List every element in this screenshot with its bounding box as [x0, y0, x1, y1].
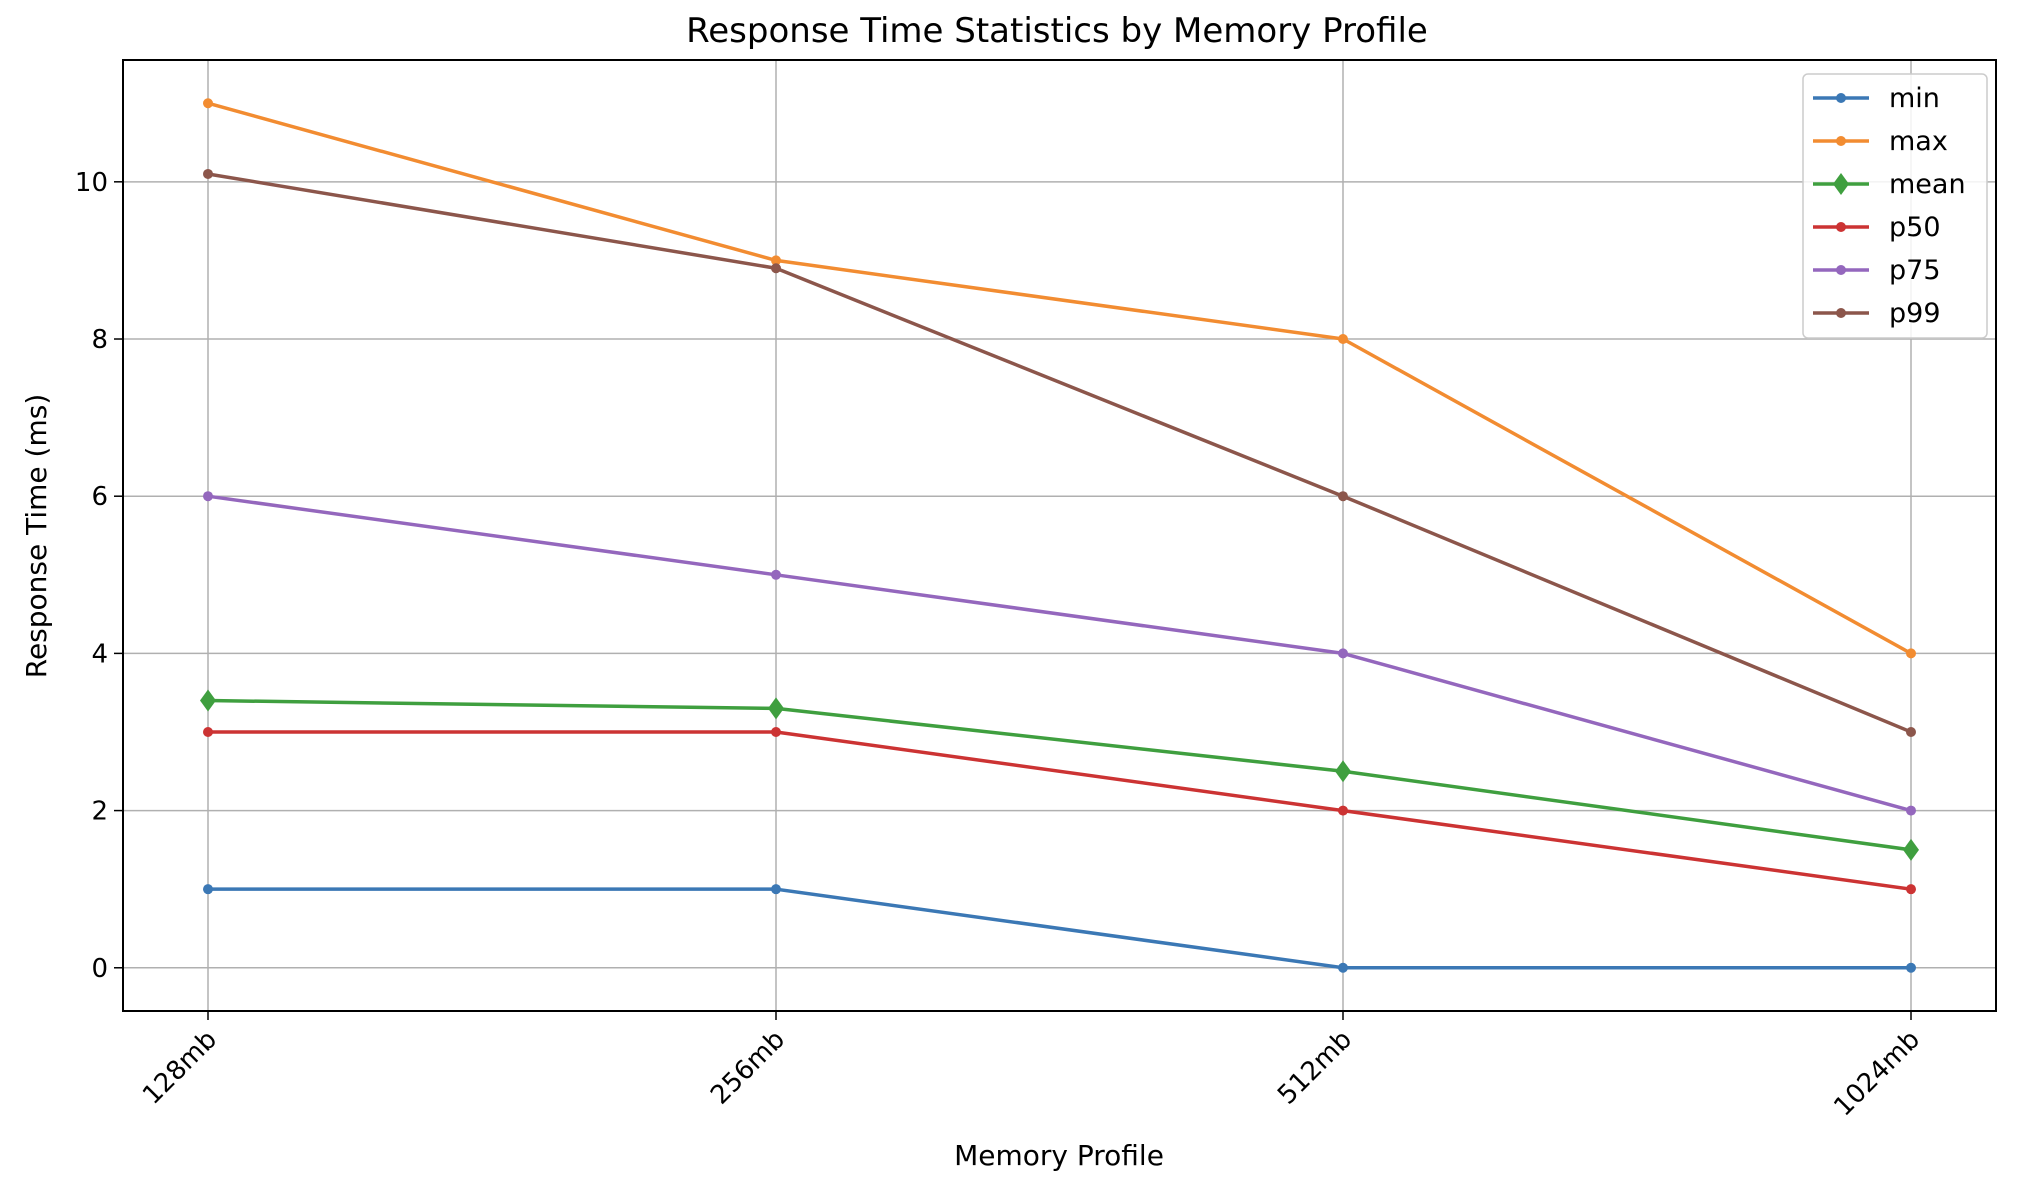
x-axis: 128mb 256mb 512mb 1024mb — [137, 1011, 1926, 1122]
y-axis: 0 2 4 6 8 10 — [75, 168, 123, 984]
data-point-p50 — [203, 726, 213, 737]
series-line-p50 — [208, 730, 1912, 891]
x-tick-label: 128mb — [137, 1025, 223, 1111]
plot-area-frame — [122, 59, 1997, 1012]
series-p75 — [203, 491, 1916, 816]
data-point-p99 — [1906, 726, 1916, 737]
series-min — [203, 884, 1916, 973]
y-tick-label: 2 — [91, 797, 108, 827]
data-point-min — [771, 884, 781, 895]
data-point-min — [1338, 962, 1348, 973]
data-point-max — [1338, 334, 1348, 345]
data-point-mean — [1335, 760, 1351, 783]
legend-label-min: min — [1889, 83, 1940, 114]
data-point-p50 — [771, 726, 781, 737]
data-point-p50 — [1906, 884, 1916, 895]
legend-label-p50: p50 — [1889, 212, 1941, 243]
data-point-p50 — [1338, 805, 1348, 816]
y-tick-label: 10 — [75, 168, 108, 198]
data-point-p99 — [203, 168, 213, 179]
legend-marker-min — [1836, 93, 1846, 103]
legend-marker-p75 — [1836, 265, 1846, 275]
data-point-mean — [200, 689, 216, 712]
data-point-p75 — [203, 491, 213, 502]
legend-marker-p50 — [1836, 222, 1846, 232]
series-p50 — [203, 726, 1916, 895]
data-point-max — [771, 255, 781, 266]
data-point-p75 — [1906, 805, 1916, 816]
data-point-min — [1906, 962, 1916, 973]
series-p99 — [203, 168, 1916, 737]
data-point-p99 — [1338, 491, 1348, 502]
legend-label-p99: p99 — [1889, 298, 1941, 329]
y-tick-label: 4 — [91, 639, 108, 669]
x-axis-label: Memory Profile — [954, 1139, 1164, 1172]
legend-label-p75: p75 — [1889, 255, 1941, 286]
series-line-min — [208, 887, 1911, 970]
data-point-max — [203, 98, 213, 109]
legend-marker-p99 — [1836, 308, 1846, 318]
legend-label-max: max — [1889, 126, 1948, 157]
y-tick-label: 8 — [91, 325, 108, 355]
series-mean — [200, 689, 1919, 861]
series-line-max — [207, 101, 1912, 655]
data-point-min — [203, 884, 213, 895]
x-tick-label: 512mb — [1272, 1025, 1358, 1111]
series-max — [203, 98, 1916, 659]
data-point-p99 — [771, 263, 781, 274]
series-line-p75 — [207, 494, 1912, 813]
y-tick-label: 6 — [91, 482, 108, 512]
series-line-p99 — [207, 172, 1912, 734]
data-point-mean — [1903, 838, 1919, 861]
series-line-mean — [207, 698, 1912, 852]
legend: min max mean p50 p75 p99 — [1802, 73, 1988, 339]
y-tick-label: 0 — [91, 954, 108, 984]
data-point-max — [1906, 648, 1916, 659]
y-axis-label: Response Time (ms) — [20, 394, 53, 679]
data-point-p75 — [1338, 648, 1348, 659]
series-lines — [200, 98, 1919, 973]
x-tick-label: 1024mb — [1828, 1025, 1926, 1123]
legend-label-mean: mean — [1889, 169, 1966, 200]
legend-marker-mean — [1833, 173, 1849, 195]
chart-title: Response Time Statistics by Memory Profi… — [686, 11, 1428, 51]
legend-marker-max — [1836, 136, 1846, 146]
grid — [123, 60, 1996, 1011]
data-point-p75 — [771, 569, 781, 580]
x-tick-label: 256mb — [705, 1025, 791, 1111]
data-point-mean — [768, 697, 784, 720]
